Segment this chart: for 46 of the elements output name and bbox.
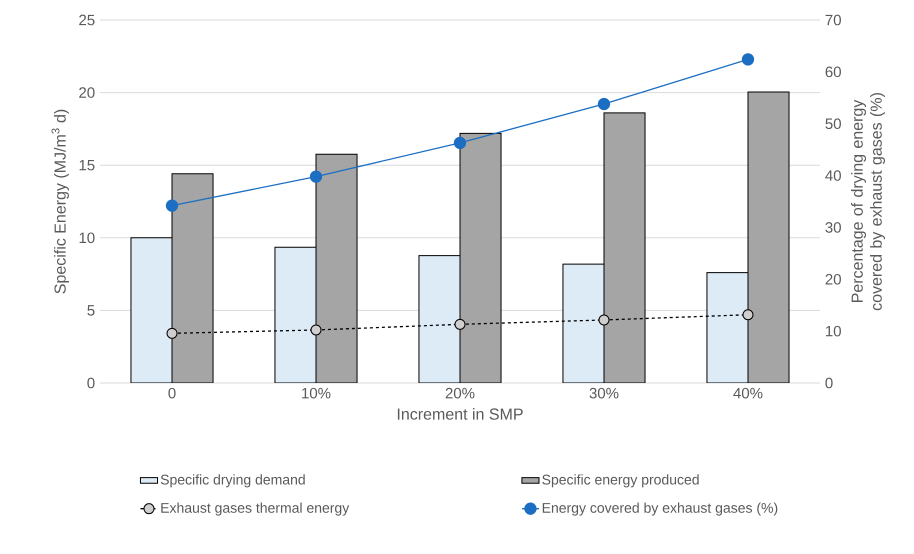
point bbox=[598, 314, 610, 326]
legend-label: Exhaust gases thermal energy bbox=[161, 502, 350, 516]
bar bbox=[172, 173, 214, 383]
y2-tick-label: 60 bbox=[826, 66, 841, 78]
y-tick-label: 5 bbox=[87, 305, 95, 316]
bar bbox=[603, 112, 646, 383]
x-tick-label: 30% bbox=[590, 388, 618, 398]
y-tick-label: 25 bbox=[79, 14, 95, 26]
bar bbox=[274, 246, 316, 383]
x-tick-label: 20% bbox=[446, 388, 474, 398]
point bbox=[454, 136, 466, 150]
x-tick-label: 10% bbox=[302, 388, 330, 398]
bar bbox=[706, 272, 748, 383]
y-tick-label: 10 bbox=[80, 232, 95, 244]
y2-tick-label: 10 bbox=[826, 326, 841, 336]
legend-label: Specific drying demand bbox=[160, 474, 305, 488]
point bbox=[166, 328, 178, 339]
y2-tick-label: 20 bbox=[826, 274, 841, 285]
point bbox=[454, 318, 466, 330]
legend-label: Energy covered by exhaust gases (%) bbox=[542, 502, 778, 516]
bar bbox=[747, 92, 790, 383]
bar bbox=[562, 264, 604, 383]
legend-label: Specific energy produced bbox=[542, 474, 699, 488]
x-tick-label: 40% bbox=[733, 388, 762, 398]
bar bbox=[130, 237, 173, 383]
y2-tick-label: 40 bbox=[825, 170, 841, 181]
y2-tick-label: 0 bbox=[825, 378, 833, 388]
bar bbox=[460, 132, 502, 383]
point bbox=[310, 324, 322, 336]
y-tick-label: 15 bbox=[80, 160, 95, 170]
y2-axis-title: Percentage of drying energy covered by exhaust gases (%) bbox=[851, 93, 885, 310]
y2-tick-label: 50 bbox=[825, 118, 841, 130]
y2-tick-label: 70 bbox=[826, 14, 841, 26]
x-tick-label: 0 bbox=[168, 388, 176, 398]
y-tick-label: 20 bbox=[79, 87, 95, 98]
bar bbox=[418, 255, 460, 383]
point bbox=[166, 199, 178, 212]
y-axis-title: Specific Energy (MJ/m$^{3}$ d) bbox=[52, 110, 69, 294]
point bbox=[310, 170, 322, 183]
bar bbox=[316, 154, 358, 383]
point bbox=[598, 98, 610, 110]
x-axis-title: Increment in SMP bbox=[398, 408, 523, 420]
y2-tick-label: 30 bbox=[825, 222, 841, 233]
y-tick-label: 0 bbox=[87, 378, 95, 388]
point bbox=[742, 53, 754, 66]
point bbox=[742, 309, 754, 320]
